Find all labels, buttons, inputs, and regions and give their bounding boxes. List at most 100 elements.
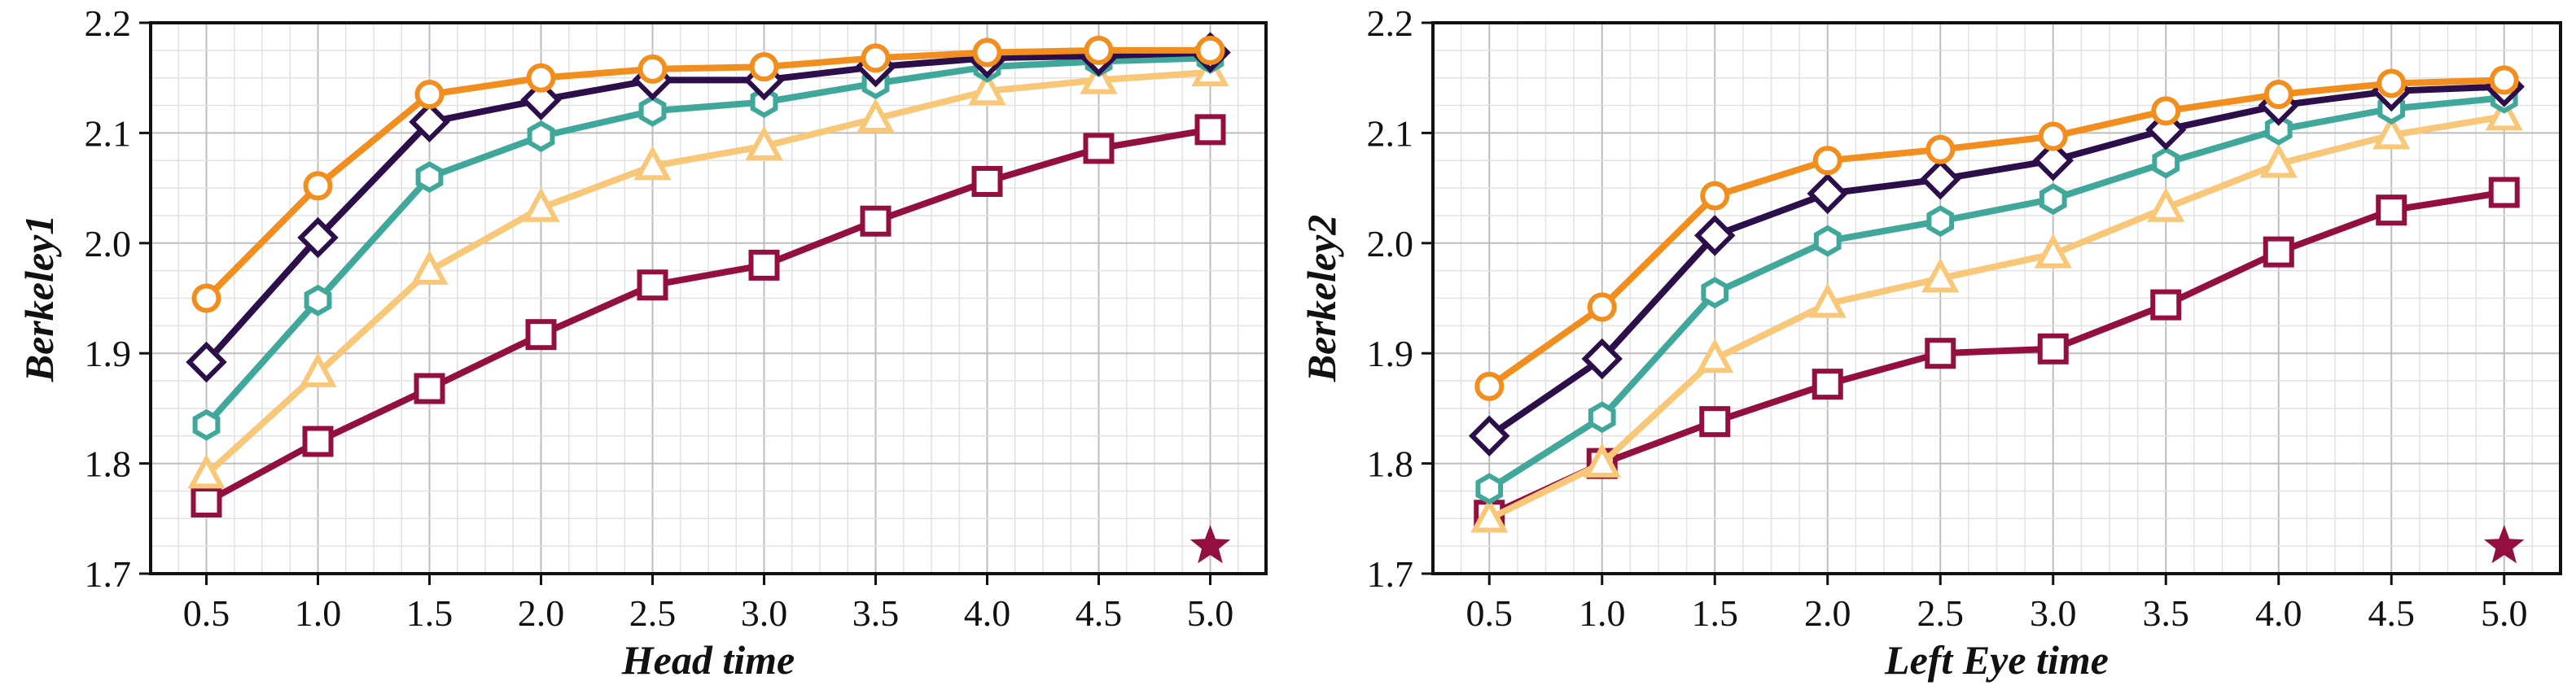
- series-line: [203, 126, 1214, 505]
- data-point-circle: [1474, 371, 1505, 401]
- data-point-square: [302, 426, 334, 457]
- series-orange-circle: [1474, 65, 2519, 401]
- data-point-square: [2263, 236, 2294, 268]
- y-axis-title: Berkeley2: [1299, 215, 1344, 382]
- series-crimson-square: [1474, 177, 2520, 531]
- data-point-hexagon: [1588, 401, 1616, 434]
- y-tick-label: 1.8: [85, 443, 132, 485]
- series-line: [1486, 83, 2508, 439]
- data-point-diamond: [1807, 172, 1848, 215]
- data-point-circle: [972, 37, 1002, 68]
- data-point-square: [1194, 114, 1226, 146]
- x-tick-label: 5.0: [1187, 592, 1234, 634]
- data-point-square: [1699, 406, 1731, 438]
- data-point-diamond: [2032, 140, 2074, 181]
- series-line: [203, 46, 1214, 302]
- chart-panel-2: 0.5 1.0 1.5 2.0 2.5 3.0 3.5 4.0 4.5 5.0 1.7 1.8 1.9 2…: [1299, 2, 2562, 683]
- data-point-triangle: [2485, 95, 2523, 131]
- x-tick-label: 2.5: [1917, 592, 1965, 634]
- data-point-triangle: [856, 98, 895, 133]
- data-point-circle: [2377, 68, 2407, 98]
- x-tick-label: 0.5: [183, 592, 230, 634]
- y-tick-label: 2.2: [1367, 2, 1414, 44]
- data-point-circle: [526, 63, 556, 93]
- data-point-hexagon: [2152, 146, 2180, 179]
- grid: [1432, 22, 2561, 574]
- series-line: [203, 55, 1214, 429]
- data-point-square: [414, 373, 445, 404]
- data-point-hexagon: [2264, 113, 2293, 146]
- data-point-circle: [191, 283, 221, 313]
- x-tick-label: 5.0: [2481, 592, 2528, 634]
- data-point-triangle: [1921, 257, 1960, 293]
- data-point-circle: [749, 52, 779, 82]
- data-point-hexagon: [638, 94, 667, 127]
- series-crimson-square: [191, 114, 1226, 518]
- data-point-triangle: [2147, 187, 2185, 222]
- x-tick-label: 2.0: [1804, 592, 1851, 634]
- data-point-diamond: [520, 79, 562, 121]
- data-point-hexagon: [304, 284, 332, 317]
- data-point-hexagon: [1813, 225, 1842, 257]
- series-orange-circle: [191, 35, 1225, 313]
- series-teal-hexagon: [1475, 81, 2518, 505]
- data-point-circle: [1195, 35, 1225, 65]
- data-point-square: [748, 249, 780, 281]
- data-point-circle: [303, 171, 333, 201]
- y-tick-label: 1.9: [85, 333, 132, 374]
- data-point-circle: [2038, 121, 2068, 151]
- x-tick-label: 1.0: [1579, 592, 1626, 634]
- y-tick-label: 1.7: [1367, 553, 1414, 595]
- x-tick-label: 1.5: [1692, 592, 1739, 634]
- x-tick-label: 4.5: [2368, 592, 2416, 634]
- data-point-triangle: [968, 70, 1006, 106]
- data-point-circle: [414, 80, 445, 110]
- data-point-circle: [1084, 35, 1114, 65]
- data-point-triangle: [1470, 498, 1509, 533]
- data-point-triangle: [1696, 338, 1734, 373]
- y-tick-label: 2.1: [1367, 112, 1414, 154]
- series-line: [203, 49, 1214, 365]
- series-line: [1486, 94, 2508, 492]
- star-marker: [1189, 525, 1231, 564]
- axes-frame: [149, 21, 1268, 575]
- data-point-square: [1812, 369, 1843, 400]
- data-point-square: [971, 165, 1003, 197]
- data-point-circle: [637, 54, 668, 84]
- data-point-hexagon: [750, 86, 778, 118]
- x-axis-title: Left Eye time: [1884, 637, 2109, 683]
- data-point-hexagon: [1475, 473, 1504, 505]
- data-point-triangle: [633, 145, 672, 181]
- y-tick-label: 2.1: [85, 112, 132, 154]
- data-point-hexagon: [415, 161, 444, 194]
- y-tick-label: 1.7: [85, 553, 132, 595]
- data-point-triangle: [2259, 143, 2298, 178]
- data-point-circle: [861, 43, 891, 73]
- data-point-triangle: [410, 250, 449, 285]
- data-point-triangle: [2034, 234, 2072, 269]
- data-point-diamond: [186, 341, 227, 383]
- y-tick-label: 2.2: [85, 2, 132, 44]
- data-point-square: [1083, 133, 1115, 164]
- data-point-circle: [1587, 292, 1617, 322]
- x-tick-label: 1.0: [295, 592, 342, 634]
- data-point-hexagon: [1701, 277, 1729, 309]
- data-point-diamond: [297, 216, 339, 259]
- data-point-triangle: [2372, 114, 2411, 150]
- series-light-orange-triangle: [187, 51, 1229, 489]
- data-point-square: [1925, 338, 1956, 369]
- data-point-hexagon: [2039, 183, 2067, 216]
- x-tick-label: 1.5: [406, 592, 453, 634]
- x-tick-label: 3.5: [2143, 592, 2190, 634]
- data-point-triangle: [187, 453, 226, 489]
- data-point-diamond: [1581, 338, 1623, 380]
- x-axis-title: Head time: [621, 637, 795, 683]
- data-point-triangle: [299, 352, 337, 387]
- data-point-hexagon: [1926, 205, 1955, 238]
- data-point-diamond: [1694, 215, 1736, 256]
- series-line: [1486, 76, 2508, 390]
- data-point-square: [2150, 289, 2182, 321]
- y-tick-label: 2.0: [85, 223, 132, 264]
